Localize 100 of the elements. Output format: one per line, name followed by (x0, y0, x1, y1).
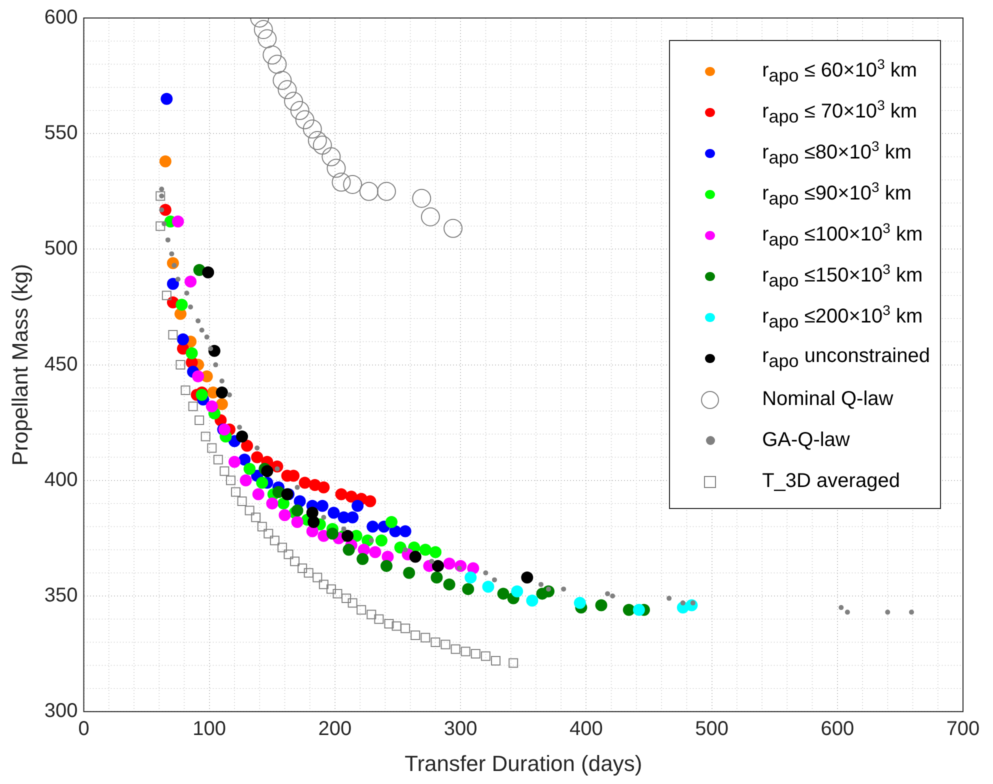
point (156, 221, 166, 231)
point (335, 488, 348, 500)
point (208, 346, 214, 352)
x-tick-label: 300 (444, 718, 478, 740)
point (430, 572, 443, 584)
x-tick-label: 700 (946, 718, 980, 740)
point (228, 456, 240, 468)
point (419, 544, 432, 556)
point (186, 347, 198, 360)
y-tick-label: 450 (44, 353, 78, 376)
point (237, 424, 242, 430)
point (368, 538, 374, 544)
point (188, 304, 194, 310)
point (278, 509, 291, 522)
point (254, 20, 273, 40)
point (220, 466, 230, 476)
y-tick-label: 500 (44, 238, 78, 260)
point (443, 558, 456, 570)
point (392, 621, 402, 631)
point (176, 298, 188, 311)
point (480, 651, 490, 661)
y-tick-label: 350 (44, 584, 78, 607)
point (429, 546, 442, 558)
point (610, 594, 616, 598)
point (236, 430, 248, 442)
point (184, 290, 190, 296)
point (284, 92, 304, 111)
point (632, 604, 645, 616)
point (176, 333, 189, 346)
point (216, 386, 228, 399)
point (521, 572, 534, 584)
point (159, 155, 172, 168)
point (352, 500, 364, 512)
point (291, 504, 304, 516)
point (526, 594, 538, 607)
legend-label: r$_{apo}$ ≤ 60×10$^{3}$ km (762, 56, 918, 87)
point (483, 570, 488, 576)
point (240, 474, 252, 486)
x-tick-label: 400 (570, 718, 603, 740)
point (384, 619, 394, 628)
point (326, 528, 338, 540)
point (162, 290, 172, 300)
point (206, 400, 218, 412)
point (492, 577, 497, 582)
point (213, 362, 218, 368)
point (326, 584, 336, 594)
point (298, 476, 311, 489)
point (838, 605, 844, 610)
y-axis-title: Propellant Mass (kg) (7, 264, 32, 466)
point (369, 546, 382, 558)
point (166, 278, 179, 290)
point (622, 604, 635, 616)
point (194, 416, 204, 426)
point (429, 558, 434, 564)
point (359, 182, 378, 201)
point (345, 490, 358, 503)
point (262, 45, 282, 64)
point (219, 378, 224, 384)
point (462, 583, 474, 596)
point (341, 526, 346, 532)
point (511, 585, 524, 598)
y-tick-label: 300 (44, 700, 78, 722)
point (226, 392, 232, 398)
point (244, 506, 254, 516)
point (402, 547, 408, 552)
legend-label: r$_{apo}$ ≤200×10$^{3}$ km (762, 302, 923, 333)
point (332, 588, 342, 598)
point (256, 476, 268, 489)
point (356, 553, 369, 566)
point (440, 640, 450, 650)
point (258, 29, 277, 48)
point (202, 266, 214, 278)
point (312, 572, 322, 582)
point (430, 637, 440, 647)
point (885, 610, 890, 615)
point (294, 484, 300, 490)
y-tick-label: 600 (44, 6, 78, 29)
point (376, 182, 396, 201)
point (342, 544, 355, 556)
legend-label: GA-Q-law (762, 429, 850, 452)
point (321, 514, 326, 520)
legend-label: T_3D averaged (762, 470, 900, 493)
point (278, 80, 297, 100)
point (420, 632, 430, 642)
point (538, 582, 544, 587)
point (257, 522, 267, 532)
point (252, 488, 264, 500)
point (343, 174, 362, 194)
point (348, 598, 358, 608)
point (180, 385, 190, 395)
y-tick-label: 400 (44, 468, 78, 491)
point (332, 172, 351, 192)
point (290, 556, 300, 566)
point (356, 605, 366, 615)
point (450, 644, 460, 654)
point (366, 610, 376, 620)
point (666, 596, 672, 601)
point (375, 534, 388, 547)
x-axis-title: Transfer Duration (days) (404, 750, 642, 776)
point (399, 525, 412, 538)
